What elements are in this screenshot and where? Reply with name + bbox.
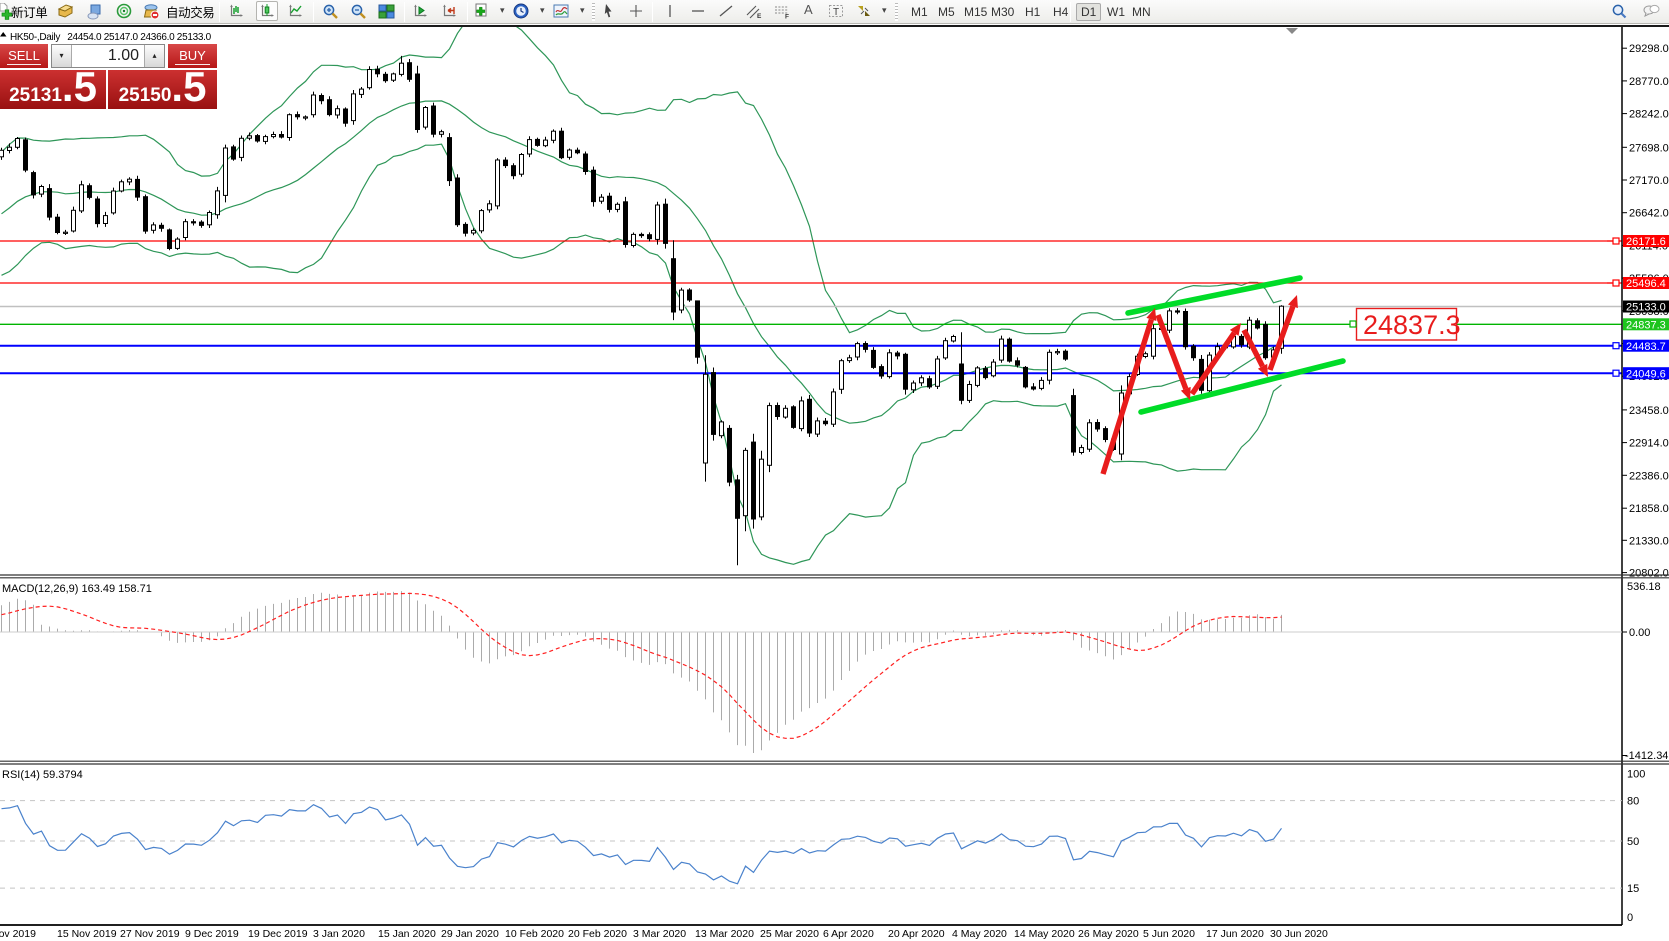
svg-text:6 Apr 2020: 6 Apr 2020	[823, 928, 874, 940]
svg-text:MACD(12,26,9) 163.49 158.71: MACD(12,26,9) 163.49 158.71	[2, 583, 152, 595]
svg-text:E: E	[757, 13, 762, 20]
svg-text:21330.0: 21330.0	[1629, 535, 1669, 547]
svg-text:5 Jun 2020: 5 Jun 2020	[1143, 928, 1195, 940]
svg-text:26171.6: 26171.6	[1626, 236, 1666, 248]
svg-text:25496.4: 25496.4	[1626, 278, 1666, 290]
svg-text:29 Jan 2020: 29 Jan 2020	[441, 928, 499, 940]
svg-text:30 Jun 2020: 30 Jun 2020	[1270, 928, 1328, 940]
svg-text:25 Mar 2020: 25 Mar 2020	[760, 928, 819, 940]
svg-text:20 Feb 2020: 20 Feb 2020	[568, 928, 627, 940]
svg-text:27170.0: 27170.0	[1629, 175, 1669, 187]
svg-text:-1412.34: -1412.34	[1625, 750, 1668, 762]
svg-text:3 Mar 2020: 3 Mar 2020	[633, 928, 686, 940]
svg-text:28770.0: 28770.0	[1629, 76, 1669, 88]
svg-text:17 Jun 2020: 17 Jun 2020	[1206, 928, 1264, 940]
svg-text:22914.0: 22914.0	[1629, 438, 1669, 450]
svg-text:HK50-,Daily 24454.0 25147.0 2: HK50-,Daily 24454.0 25147.0 24366.0 2513…	[10, 32, 212, 43]
svg-text:RSI(14) 59.3794: RSI(14) 59.3794	[2, 769, 83, 781]
svg-text:15 Nov 2019: 15 Nov 2019	[57, 928, 117, 940]
svg-text:10 Feb 2020: 10 Feb 2020	[505, 928, 564, 940]
svg-text:80: 80	[1627, 796, 1639, 808]
svg-text:20 Apr 2020: 20 Apr 2020	[888, 928, 945, 940]
svg-text:T: T	[833, 7, 839, 18]
svg-text:27 Nov 2019: 27 Nov 2019	[120, 928, 180, 940]
svg-text:Nov 2019: Nov 2019	[0, 928, 36, 940]
svg-text:F: F	[785, 14, 789, 21]
svg-text:13 Mar 2020: 13 Mar 2020	[695, 928, 754, 940]
svg-text:22386.0: 22386.0	[1629, 470, 1669, 482]
svg-text:0: 0	[1627, 912, 1633, 924]
svg-text:24837.3: 24837.3	[1363, 310, 1461, 340]
svg-text:9 Dec 2019: 9 Dec 2019	[185, 928, 239, 940]
svg-text:27698.0: 27698.0	[1629, 142, 1669, 154]
svg-text:19 Dec 2019: 19 Dec 2019	[248, 928, 308, 940]
svg-text:23458.0: 23458.0	[1629, 405, 1669, 417]
svg-text:15 Jan 2020: 15 Jan 2020	[378, 928, 436, 940]
svg-text:15: 15	[1627, 883, 1639, 895]
svg-text:24837.3: 24837.3	[1626, 320, 1666, 332]
svg-text:25133.0: 25133.0	[1626, 302, 1666, 314]
svg-text:24049.6: 24049.6	[1626, 368, 1666, 380]
svg-text:28242.0: 28242.0	[1629, 109, 1669, 121]
svg-text:4 May 2020: 4 May 2020	[952, 928, 1007, 940]
svg-text:26 May 2020: 26 May 2020	[1078, 928, 1139, 940]
svg-text:50: 50	[1627, 836, 1639, 848]
svg-text:3 Jan 2020: 3 Jan 2020	[313, 928, 365, 940]
svg-text:100: 100	[1627, 769, 1645, 781]
svg-text:0.00: 0.00	[1629, 627, 1650, 639]
svg-text:21858.0: 21858.0	[1629, 503, 1669, 515]
svg-text:24483.7: 24483.7	[1626, 341, 1666, 353]
svg-text:26642.0: 26642.0	[1629, 208, 1669, 220]
svg-text:20802.0: 20802.0	[1629, 568, 1669, 580]
svg-text:14 May 2020: 14 May 2020	[1014, 928, 1075, 940]
svg-text:536.18: 536.18	[1627, 581, 1661, 593]
svg-text:29298.0: 29298.0	[1629, 43, 1669, 55]
